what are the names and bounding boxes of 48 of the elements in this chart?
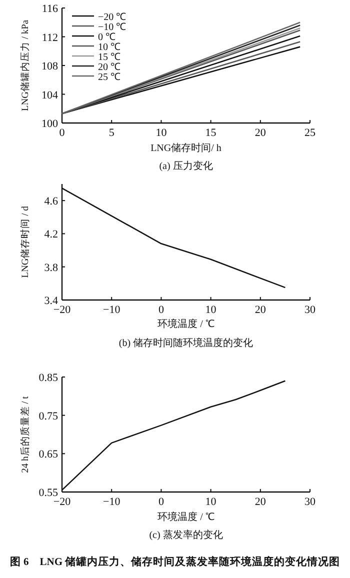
y-tick-label: 3.4 xyxy=(44,295,58,307)
x-axis-title: 环境温度 / ℃ xyxy=(158,318,214,330)
y-tick-label: 3.8 xyxy=(44,262,58,274)
x-tick-label: 5 xyxy=(108,127,115,139)
caption: 图 6 LNG 储罐内压力、储存时间及蒸发率随环境温度的变化情况图 xyxy=(10,555,340,568)
x-axis-title: 环境温度 / ℃ xyxy=(158,511,214,523)
y-tick-label: 100 xyxy=(42,118,58,130)
y-tick-label: 108 xyxy=(42,60,58,72)
legend-label: 10 ℃ xyxy=(98,42,120,53)
legend-label: 20 ℃ xyxy=(98,62,120,73)
x-tick-label: −10 xyxy=(102,496,121,508)
y-tick-label: 0.65 xyxy=(38,448,58,461)
x-tick-label: 15 xyxy=(205,127,217,139)
x-tick-label: 10 xyxy=(205,496,217,508)
y-axis-title: LNG储存时间 / d xyxy=(19,206,31,278)
text: (c) 蒸发率的变化 xyxy=(149,529,223,541)
y-tick-label: 116 xyxy=(42,3,58,15)
y-tick-label: 4.6 xyxy=(44,196,58,208)
x-tick-label: 20 xyxy=(254,127,266,139)
y-tick-label: 4.2 xyxy=(44,228,58,241)
x-tick-label: 25 xyxy=(304,127,316,139)
y-tick-label: 0.55 xyxy=(38,487,58,499)
legend-label: −10 ℃ xyxy=(98,22,126,33)
text: (a) 压力变化 xyxy=(159,160,213,172)
x-tick-label: 0 xyxy=(158,304,164,316)
legend-label: 15 ℃ xyxy=(98,52,120,63)
x-tick-label: 30 xyxy=(304,496,316,508)
x-tick-label: 20 xyxy=(254,304,266,316)
x-tick-label: −10 xyxy=(102,304,121,316)
y-tick-label: 0.85 xyxy=(38,372,58,384)
legend-label: 0 ℃ xyxy=(98,32,116,43)
x-tick-label: 0 xyxy=(59,127,66,139)
x-tick-label: 10 xyxy=(205,304,217,316)
x-tick-label: 0 xyxy=(158,496,164,508)
x-tick-label: −20 xyxy=(53,496,72,508)
x-tick-label: 20 xyxy=(254,496,266,508)
text: (b) 储存时间随环境温度的变化 xyxy=(118,337,254,349)
legend-label: −20 ℃ xyxy=(98,12,126,23)
y-axis-title: LNG储罐内压力 / kPa xyxy=(19,19,31,112)
x-axis-title: LNG储存时间/ h xyxy=(150,142,222,154)
x-tick-label: −20 xyxy=(53,304,72,316)
y-tick-label: 104 xyxy=(42,89,58,102)
x-tick-label: 30 xyxy=(304,304,316,316)
x-tick-label: 10 xyxy=(156,127,168,139)
y-axis-title: 24 h后的质量差 / t xyxy=(19,396,31,473)
y-tick-label: 0.75 xyxy=(38,410,58,422)
legend-label: 25 ℃ xyxy=(98,72,120,83)
y-tick-label: 112 xyxy=(42,32,58,44)
